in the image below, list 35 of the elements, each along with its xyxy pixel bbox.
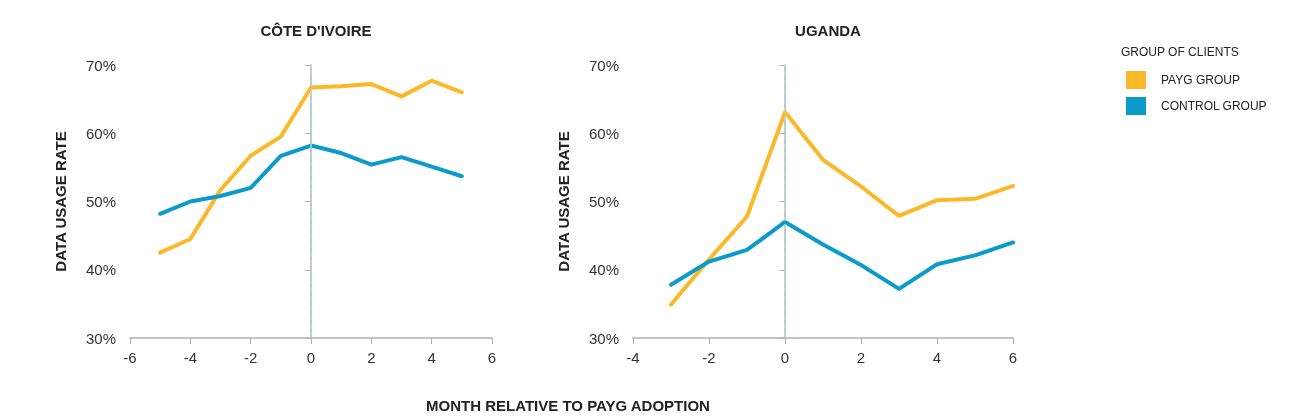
x-tick-label: -6: [123, 349, 137, 366]
y-tick-label: 50%: [588, 193, 619, 210]
y-tick-label: 70%: [588, 56, 619, 74]
x-tick-label: 6: [1008, 349, 1018, 366]
x-tick-label: -2: [702, 349, 716, 366]
x-tick-label: -4: [626, 349, 640, 366]
line-series: [158, 143, 464, 216]
y-axis-title: DATA USAGE RATE: [52, 131, 69, 272]
x-tick-label: 0: [306, 349, 316, 366]
x-tick-label: -4: [183, 349, 198, 366]
x-tick-label: 2: [367, 349, 376, 366]
y-tick-label: 40%: [588, 261, 619, 279]
chart-title: CÔTE D'IVOIRE: [260, 22, 372, 39]
x-tick-label: 6: [487, 349, 497, 366]
legend-label: PAYG GROUP: [1161, 73, 1240, 87]
x-tick-label: 4: [427, 349, 436, 366]
line-series: [669, 219, 1015, 291]
x-tick-label: 2: [856, 349, 866, 366]
line-series: [158, 78, 464, 255]
legend-title: GROUP OF CLIENTS: [1121, 45, 1239, 59]
y-tick-label: 30%: [85, 329, 116, 347]
x-tick-label: -2: [243, 349, 258, 366]
y-tick-label: 60%: [85, 124, 116, 142]
x-tick-label: 4: [932, 349, 942, 366]
y-tick-label: 40%: [85, 261, 116, 279]
y-tick-label: 50%: [85, 193, 116, 210]
line-series: [669, 110, 1015, 307]
y-tick-label: 30%: [588, 329, 619, 347]
legend-label: CONTROL GROUP: [1161, 99, 1267, 113]
y-axis-title: DATA USAGE RATE: [555, 131, 572, 272]
y-tick-label: 70%: [85, 56, 116, 74]
y-tick-label: 60%: [588, 124, 619, 142]
x-tick-label: 0: [780, 349, 790, 366]
x-axis-title: MONTH RELATIVE TO PAYG ADOPTION: [425, 397, 711, 414]
chart-title: UGANDA: [795, 22, 862, 39]
